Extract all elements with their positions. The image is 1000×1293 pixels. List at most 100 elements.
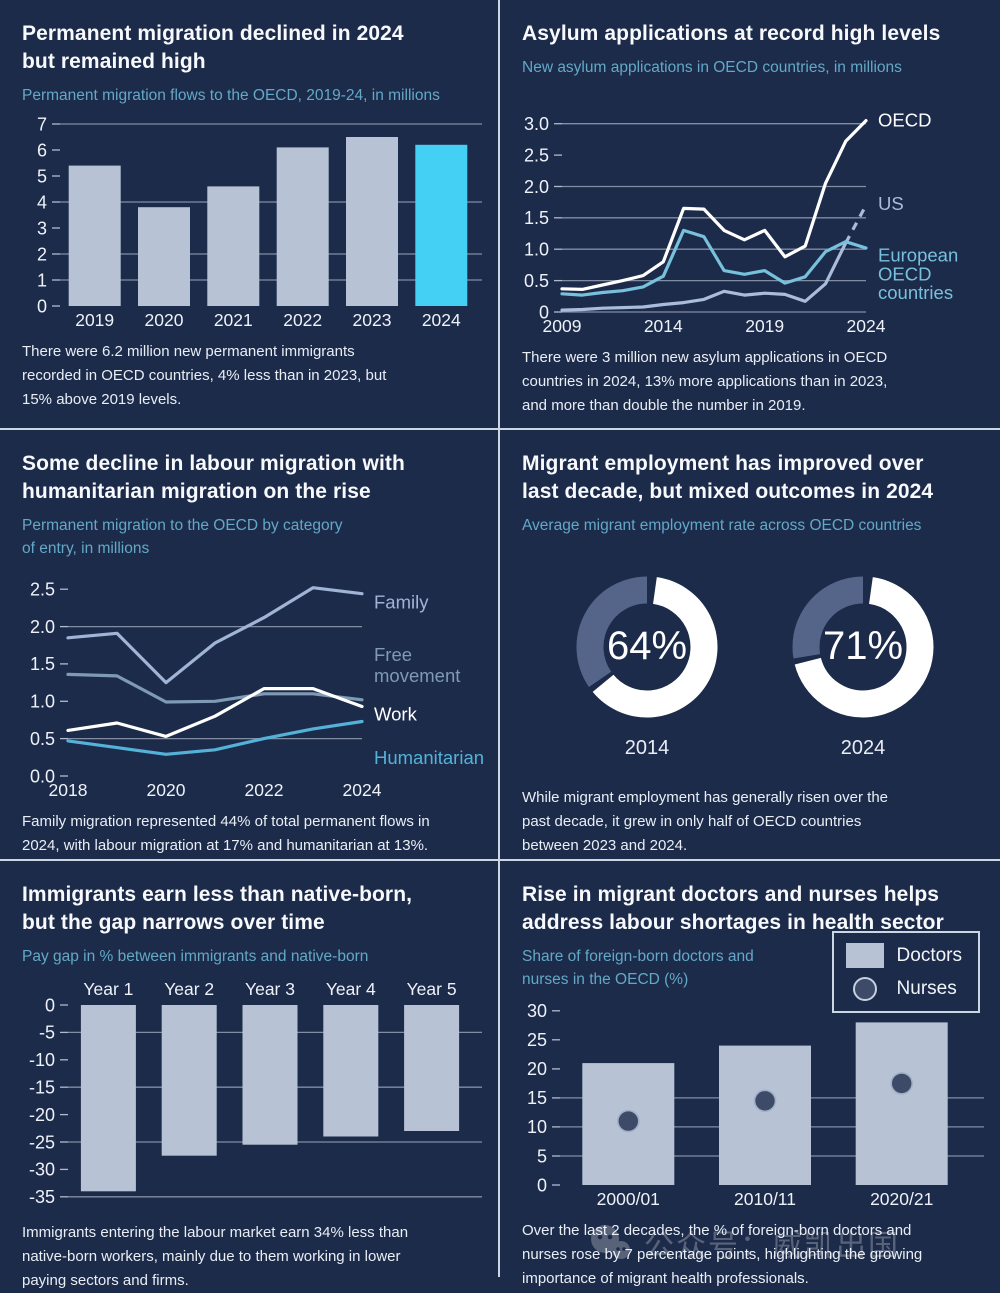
chart-legend: Doctors Nurses (831, 931, 980, 1013)
x-category-label: 2024 (422, 310, 461, 330)
chart-caption: There were 3 million new asylum applicat… (522, 348, 888, 414)
y-tick-label: 3.0 (524, 114, 549, 134)
donut-value-arc (794, 576, 934, 718)
y-tick-label: 1.0 (30, 692, 55, 712)
x-tick-label: 2024 (847, 316, 886, 336)
doctors-nurses-bar-chart: 0 5 10 15 20 25 30 2000/01 2010/11 2020/21 (527, 1001, 984, 1209)
chart-caption: Family migration represented 44% of tota… (22, 813, 430, 855)
y-tick-label: 20 (527, 1059, 547, 1079)
series-european-oecd-countries (560, 228, 868, 297)
series-dashed-projection (844, 204, 868, 244)
x-tick-label: 2022 (245, 780, 284, 800)
panel-migration-by-category: Some decline in labour migration with hu… (0, 430, 500, 861)
donut-year-label: 2014 (624, 736, 670, 759)
chart-caption: Over the last 2 decades, the % of foreig… (522, 1222, 923, 1288)
y-tick-label: -35 (29, 1187, 55, 1207)
donut-year-label: 2024 (840, 736, 886, 759)
panel-permanent-migration: Permanent migration declined in 2024 but… (0, 0, 500, 430)
x-category-label: 2021 (214, 310, 253, 330)
permanent-migration-bar-chart: 0 1 2 3 4 5 6 7 2019 2020 2021 2022 2023 2024 (37, 114, 482, 330)
x-category-label: 2023 (353, 310, 392, 330)
series-oecd (560, 118, 868, 291)
bar (68, 165, 121, 306)
x-category-label: Year 5 (407, 979, 457, 999)
nurses-dot (753, 1089, 777, 1113)
legend-row-doctors: Doctors (845, 943, 962, 968)
y-tick-label: 0 (537, 1175, 547, 1195)
donut-remainder-arc (576, 576, 648, 687)
bar (323, 1004, 379, 1137)
y-tick-label: 0.5 (30, 729, 55, 749)
donut-2014: 64% 2014 (562, 572, 732, 760)
panel-doctors-nurses: Rise in migrant doctors and nurses helps… (500, 861, 1000, 1287)
page-title: Some decline in labour migration with hu… (22, 452, 405, 504)
series-work (66, 687, 364, 739)
bar (404, 1004, 460, 1131)
bar (719, 1045, 811, 1186)
y-tick-label: 2 (37, 244, 47, 264)
y-tick-label: 5 (37, 166, 47, 186)
y-tick-label: 25 (527, 1030, 547, 1050)
donut-value-arc (592, 576, 718, 718)
bar (346, 136, 398, 306)
x-category-label: 2020 (145, 310, 184, 330)
donut-ring-2024 (792, 576, 934, 718)
bar (80, 1004, 136, 1192)
series-label: Work (374, 704, 418, 725)
page-title: Permanent migration declined in 2024 but… (22, 22, 404, 74)
series-label: Family (374, 592, 429, 613)
doctors-swatch-icon (845, 943, 884, 968)
legend-label-nurses: Nurses (896, 978, 957, 999)
x-tick-label: 2020 (147, 780, 186, 800)
y-tick-label: 0 (45, 995, 55, 1015)
y-tick-label: 10 (527, 1117, 547, 1137)
bar (242, 1004, 298, 1145)
x-category-label: 2010/11 (734, 1189, 796, 1209)
x-tick-label: 2024 (343, 780, 382, 800)
y-tick-label: 4 (37, 192, 47, 212)
legend-row-nurses: Nurses (846, 977, 962, 1001)
bar (415, 144, 468, 306)
nurses-dot (890, 1072, 914, 1095)
series-label: Free (374, 644, 412, 665)
x-category-label: 2022 (283, 310, 322, 330)
y-tick-label: 0.5 (524, 270, 549, 290)
y-tick-label: -5 (39, 1022, 55, 1042)
x-category-label: 2000/01 (597, 1189, 660, 1209)
chart-caption: While migrant employment has generally r… (522, 788, 888, 854)
legend-label-doctors: Doctors (896, 944, 962, 966)
nurses-dot (617, 1109, 640, 1133)
page-title: Asylum applications at record high level… (522, 22, 941, 45)
panel-migrant-employment: Migrant employment has improved over las… (500, 430, 1000, 861)
donut-ring-2014 (576, 576, 718, 718)
y-tick-label: 6 (37, 140, 47, 160)
nurses-dot-icon (852, 977, 877, 1001)
series-family (66, 586, 364, 685)
chart-subtitle: New asylum applications in OECD countrie… (522, 59, 902, 77)
y-tick-label: -25 (29, 1132, 55, 1152)
x-category-label: Year 4 (326, 979, 376, 999)
x-tick-label: 2009 (543, 316, 582, 336)
y-tick-label: 1.0 (524, 239, 549, 259)
page-title: Immigrants earn less than native-born, b… (22, 883, 413, 935)
chart-caption: There were 6.2 million new permanent imm… (22, 342, 387, 408)
page-title: Rise in migrant doctors and nurses helps… (522, 883, 944, 935)
panel-asylum-applications: Asylum applications at record high level… (500, 0, 1000, 430)
chart-subtitle: Permanent migration flows to the OECD, 2… (22, 87, 440, 105)
y-tick-label: 15 (527, 1088, 547, 1108)
y-tick-label: 7 (37, 114, 47, 134)
y-tick-label: 0 (539, 302, 549, 322)
y-tick-label: 1.5 (30, 654, 55, 674)
y-tick-label: 1.5 (524, 208, 549, 228)
series-label: OECD (878, 263, 931, 284)
y-tick-label: -15 (29, 1077, 55, 1097)
x-category-label: Year 3 (245, 979, 295, 999)
x-category-label: Year 2 (164, 979, 214, 999)
y-tick-label: 2.0 (524, 176, 549, 196)
y-tick-label: 1 (37, 270, 47, 290)
x-category-label: 2019 (75, 310, 114, 330)
donut-charts: 64% 2014 71% 2024 (522, 572, 988, 760)
series-free-movement (66, 672, 364, 704)
series-label: movement (374, 665, 460, 686)
